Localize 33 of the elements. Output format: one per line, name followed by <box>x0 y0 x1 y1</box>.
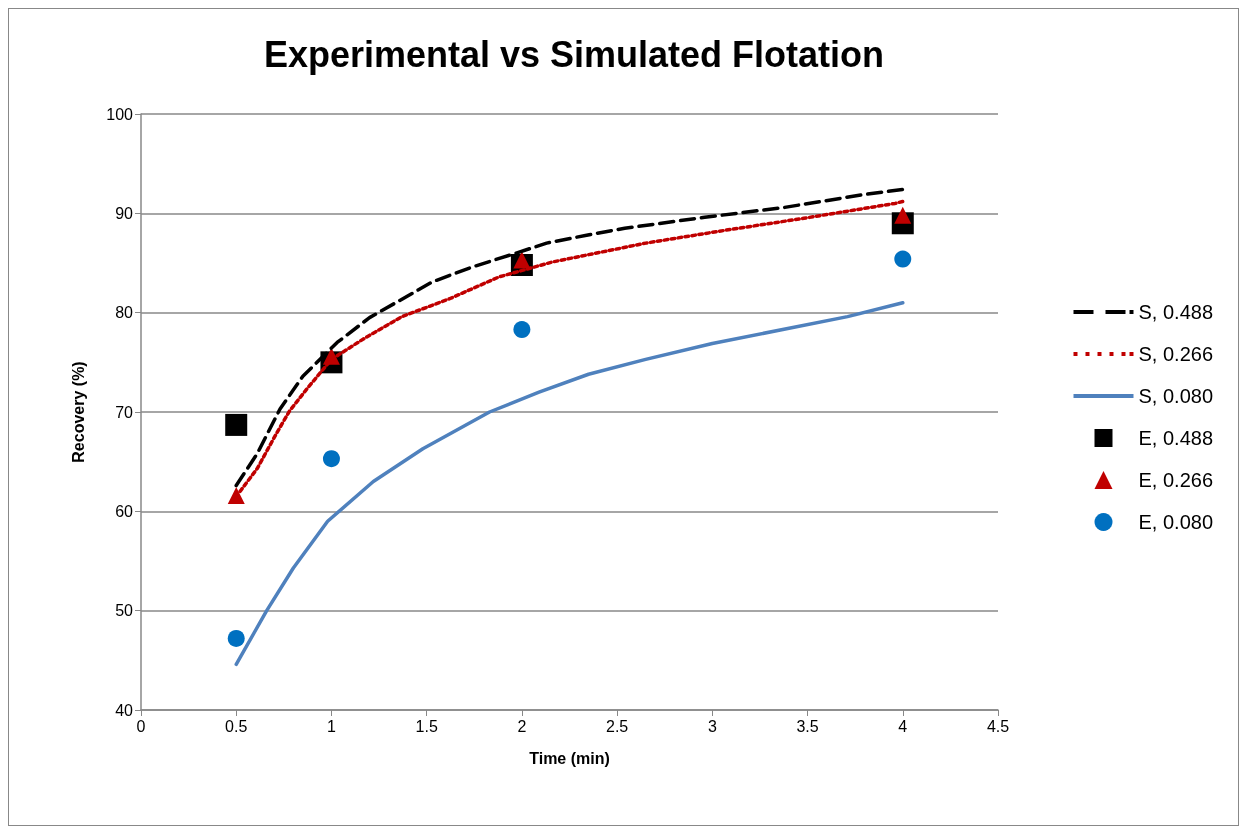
legend-label: E, 0.080 <box>1138 511 1214 533</box>
chart-title: Experimental vs Simulated Flotation <box>263 33 885 75</box>
legend-label: S, 0.080 <box>1138 385 1214 407</box>
x-tick-label: 2 <box>517 717 527 735</box>
x-tick-label: 3 <box>707 717 717 735</box>
x-tick-label: 1 <box>326 717 336 735</box>
x-tick-label: 3.5 <box>796 717 819 735</box>
y-tick-label: 100 <box>106 105 134 123</box>
y-tick-label: 60 <box>115 502 134 520</box>
y-tick-label: 80 <box>115 304 134 322</box>
y-tick-label: 70 <box>115 403 134 421</box>
x-axis-title: Time (min) <box>529 749 610 767</box>
legend-label: E, 0.488 <box>1138 427 1214 449</box>
point <box>225 413 248 436</box>
y-tick-label: 90 <box>115 204 134 222</box>
point <box>227 629 245 647</box>
x-tick-label: 0.5 <box>225 717 248 735</box>
x-tick-label: 0 <box>136 717 146 735</box>
point <box>227 486 245 504</box>
legend-label: S, 0.488 <box>1138 301 1214 323</box>
y-axis-title: Recovery (%) <box>69 361 87 463</box>
y-tick-label: 50 <box>115 602 134 620</box>
x-tick-label: 4 <box>898 717 908 735</box>
y-tick-label: 40 <box>115 701 134 719</box>
point <box>513 321 531 339</box>
legend-label: E, 0.266 <box>1138 469 1214 491</box>
legend-label: S, 0.266 <box>1138 343 1214 365</box>
x-tick-label: 2.5 <box>605 717 629 735</box>
point <box>322 450 340 468</box>
point <box>894 250 912 268</box>
x-tick-label: 1.5 <box>415 717 438 735</box>
x-tick-label: 4.5 <box>986 717 1010 735</box>
line-series <box>234 300 905 667</box>
